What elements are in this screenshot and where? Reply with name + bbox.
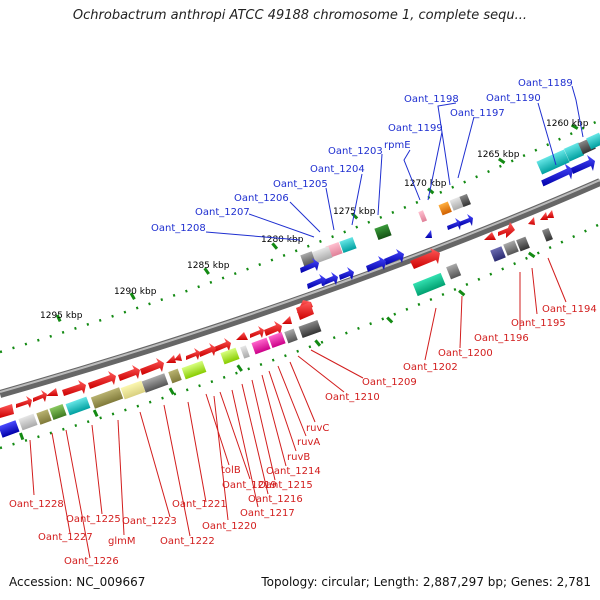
- gene-label[interactable]: Oant_1210: [325, 392, 380, 403]
- gene-label[interactable]: rpmE: [384, 140, 411, 151]
- gene-label[interactable]: Oant_1203: [328, 146, 383, 157]
- kbp-label: 1295 kbp: [40, 311, 83, 321]
- gene-label[interactable]: Oant_1217: [240, 508, 295, 519]
- gene-label[interactable]: Oant_1226: [64, 556, 119, 567]
- gene-label[interactable]: Oant_1196: [474, 333, 529, 344]
- gene-label[interactable]: Oant_1223: [122, 516, 177, 527]
- gene-label[interactable]: Oant_1215: [258, 480, 313, 491]
- bottom-labels: Oant_1194 Oant_1195 Oant_1196 Oant_1200 …: [9, 304, 597, 567]
- major-ticks: [19, 123, 579, 441]
- gene-label[interactable]: Oant_1194: [542, 304, 597, 315]
- kbp-label: 1285 kbp: [187, 261, 230, 271]
- gene-label[interactable]: ruvA: [297, 437, 320, 448]
- genome-summary: Topology: circular; Length: 2,887,297 bp…: [261, 575, 591, 589]
- gene-label[interactable]: Oant_1208: [151, 223, 206, 234]
- gene-label[interactable]: Oant_1219: [222, 480, 277, 491]
- gene-label[interactable]: Oant_1220: [202, 521, 257, 532]
- kbp-label: 1260 kbp: [546, 119, 589, 129]
- gene-label[interactable]: Oant_1190: [486, 93, 541, 104]
- gene-label[interactable]: Oant_1189: [518, 78, 573, 89]
- gene-label[interactable]: ruvC: [306, 423, 329, 434]
- gene-label[interactable]: Oant_1198: [404, 94, 459, 105]
- gene-label[interactable]: Oant_1204: [310, 164, 365, 175]
- gene-label[interactable]: Oant_1207: [195, 207, 250, 218]
- top-strand-arrows: [300, 155, 595, 289]
- kbp-label: 1290 kbp: [114, 287, 157, 297]
- gene-label[interactable]: Oant_1216: [248, 494, 303, 505]
- top-labels: Oant_1189 Oant_1190 Oant_1197 Oant_1198 …: [151, 78, 573, 234]
- accession-label: Accession: NC_009667: [9, 575, 146, 589]
- gene-label[interactable]: Oant_1228: [9, 499, 64, 510]
- gene-label[interactable]: Oant_1225: [66, 514, 121, 525]
- gene-label[interactable]: Oant_1214: [266, 466, 321, 477]
- top-strand-boxes: [300, 132, 600, 267]
- chromosome-backbone-highlight: [0, 179, 600, 393]
- gene-label[interactable]: Oant_1221: [172, 499, 227, 510]
- kbp-label: 1270 kbp: [404, 179, 447, 189]
- bottom-strand-arrows: [0, 210, 554, 418]
- gene-label[interactable]: Oant_1222: [160, 536, 215, 547]
- gene-label[interactable]: Oant_1195: [511, 318, 566, 329]
- gene-label[interactable]: Oant_1202: [403, 362, 458, 373]
- bottom-leader-lines: [29, 257, 567, 559]
- gene-label[interactable]: Oant_1227: [38, 532, 93, 543]
- gene-label[interactable]: glmM: [108, 536, 136, 547]
- gene-label[interactable]: Oant_1209: [362, 377, 417, 388]
- gene-label[interactable]: tolB: [221, 465, 241, 476]
- bottom-strand-boxes: [0, 227, 553, 438]
- kbp-label: 1265 kbp: [477, 150, 520, 160]
- gene-label[interactable]: Oant_1206: [234, 193, 289, 204]
- kbp-label: 1280 kbp: [261, 235, 304, 245]
- gene-label[interactable]: ruvB: [287, 452, 310, 463]
- gene-label[interactable]: Oant_1199: [388, 123, 443, 134]
- gene-label[interactable]: Oant_1205: [273, 179, 328, 190]
- gene-label[interactable]: Oant_1197: [450, 108, 505, 119]
- gene-label[interactable]: Oant_1200: [438, 348, 493, 359]
- top-leader-lines: [205, 85, 584, 241]
- map-title: Ochrobactrum anthropi ATCC 49188 chromos…: [72, 8, 528, 23]
- chromosome-backbone: [0, 178, 600, 398]
